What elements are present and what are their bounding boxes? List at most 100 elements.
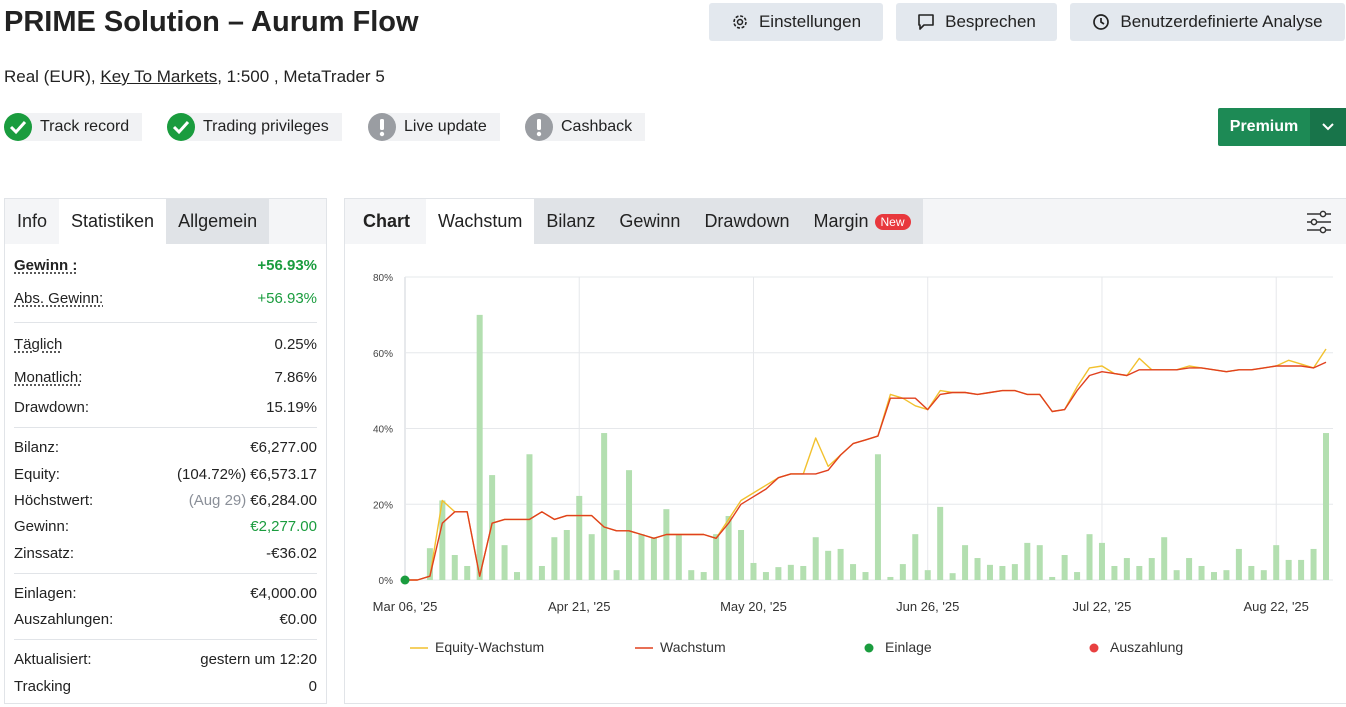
stat-label: Bilanz:	[14, 438, 60, 456]
stat-row: Abs. Gewinn: +56.93%	[14, 288, 317, 308]
premium-button[interactable]: Premium	[1218, 108, 1346, 146]
tab-label: Margin	[813, 211, 869, 231]
status-badge: Cashback	[525, 113, 646, 141]
caret-icon	[1322, 123, 1334, 131]
clock-icon	[1093, 14, 1110, 30]
chart-panel: Chart Wachstum Bilanz Gewinn Drawdown Ma…	[344, 198, 1346, 704]
button-label: Benutzerdefinierte Analyse	[1120, 12, 1323, 31]
stat-row: Aktualisiert: gestern um 12:20	[14, 649, 317, 669]
stat-value: €0.00	[279, 610, 317, 628]
tab[interactable]: Gewinn	[607, 199, 693, 244]
account-details: , 1:500 , MetaTrader 5	[217, 67, 385, 86]
stat-value-wrap: (Aug 29) €6,284.00	[189, 492, 317, 509]
button-label: Besprechen	[945, 12, 1036, 31]
stats-tabs: Info Statistiken Allgemein	[5, 199, 326, 244]
badge-label: Live update	[382, 113, 500, 141]
warning-icon	[525, 113, 553, 141]
stat-value: +56.93%	[257, 289, 317, 307]
stat-value: 0	[308, 677, 317, 695]
discuss-button[interactable]: Besprechen	[896, 3, 1057, 41]
tab[interactable]: Wachstum	[426, 199, 535, 244]
tab[interactable]: Allgemein	[166, 199, 270, 244]
account-info: Real (EUR), Key To Markets, 1:500 , Meta…	[4, 67, 385, 87]
stat-label: Aktualisiert:	[14, 650, 92, 668]
stat-label: Gewinn:	[14, 517, 70, 535]
stat-prefix: (Aug 29)	[188, 491, 247, 509]
button-label: Einstellungen	[758, 12, 862, 31]
stat-label[interactable]: Täglich	[14, 335, 63, 353]
stat-value: -€36.02	[266, 544, 317, 562]
icon-circle	[4, 113, 32, 141]
settings-area	[923, 199, 1346, 244]
stat-label: Höchstwert:	[14, 491, 94, 509]
page-title: PRIME Solution – Aurum Flow	[4, 6, 419, 38]
check-icon	[4, 113, 32, 141]
status-badge: Live update	[368, 113, 500, 141]
stat-row: Einlagen: €4,000.00	[14, 583, 317, 603]
bang	[537, 119, 541, 130]
stat-value: 15.19%	[266, 398, 317, 416]
tab[interactable]: Statistiken	[59, 199, 167, 244]
new-badge: New	[874, 213, 911, 230]
stat-value: €6,284.00	[250, 491, 317, 509]
stat-row: Tracking 0	[14, 676, 317, 696]
stat-row: Zinssatz: -€36.02	[14, 543, 317, 563]
stat-row: Täglich 0.25%	[14, 334, 317, 354]
stat-label: Tracking	[14, 677, 71, 695]
stat-row: Bilanz: €6,277.00	[14, 437, 317, 457]
gear-icon	[733, 15, 747, 29]
stats-panel: Info Statistiken Allgemein Gewinn : +56.9…	[4, 198, 327, 704]
stat-row: Drawdown: 15.19%	[14, 397, 317, 417]
account-type: Real (EUR),	[4, 67, 101, 86]
comment-icon	[918, 14, 934, 30]
stat-value-wrap: €0.00	[279, 611, 317, 628]
divider	[14, 427, 317, 428]
tab[interactable]: Margin New	[801, 199, 923, 244]
stat-row: Auszahlungen: €0.00	[14, 609, 317, 629]
icon-circle	[167, 113, 195, 141]
stat-value: 0.25%	[274, 335, 317, 353]
premium-label: Premium	[1229, 118, 1299, 135]
warning-icon	[368, 113, 396, 141]
filter-icon[interactable]	[1306, 210, 1332, 234]
stat-value-wrap: 0	[309, 678, 317, 695]
stat-value: 7.86%	[274, 368, 317, 386]
stat-label[interactable]: Abs. Gewinn:	[14, 289, 104, 307]
divider	[14, 573, 317, 574]
stat-value-wrap: 15.19%	[266, 399, 317, 416]
stat-prefix: (104.72%)	[177, 465, 247, 483]
stat-value-wrap: 0.25%	[274, 336, 317, 353]
badge-label: Track record	[18, 113, 143, 141]
stat-value: €4,000.00	[250, 584, 317, 602]
tab[interactable]: Bilanz	[534, 199, 608, 244]
stat-value: €2,277.00	[250, 517, 317, 535]
stat-label: Auszahlungen:	[14, 610, 114, 628]
badge-label: Cashback	[539, 113, 646, 141]
status-badge: Track record	[4, 113, 143, 141]
stat-value-wrap: (104.72%) €6,573.17	[177, 466, 317, 483]
chart-tabs: Chart Wachstum Bilanz Gewinn Drawdown Ma…	[345, 199, 1346, 244]
tab[interactable]: Drawdown	[692, 199, 802, 244]
premium-dropdown[interactable]	[1310, 108, 1346, 146]
bang-dot	[536, 131, 542, 137]
broker-link[interactable]: Key To Markets	[100, 67, 218, 86]
stat-label[interactable]: Gewinn :	[14, 256, 78, 274]
stat-value-wrap: 7.86%	[274, 369, 317, 386]
bang-dot	[379, 131, 385, 137]
stat-value-wrap: -€36.02	[266, 545, 317, 562]
check-icon	[167, 113, 195, 141]
divider	[14, 639, 317, 640]
check	[9, 120, 27, 135]
stat-label: Zinssatz:	[14, 544, 75, 562]
stat-value-wrap: gestern um 12:20	[200, 651, 317, 668]
stat-row: Equity: (104.72%) €6,573.17	[14, 464, 317, 484]
stat-value-wrap: €2,277.00	[250, 518, 317, 535]
stat-row: Gewinn: €2,277.00	[14, 516, 317, 536]
stat-label[interactable]: Monatlich:	[14, 368, 83, 386]
tab[interactable]: Info	[17, 211, 48, 231]
stat-value-wrap: +56.93%	[257, 257, 317, 274]
stat-row: Gewinn : +56.93%	[14, 255, 317, 275]
analysis-button[interactable]: Benutzerdefinierte Analyse	[1070, 3, 1345, 41]
settings-button[interactable]: Einstellungen	[709, 3, 883, 41]
